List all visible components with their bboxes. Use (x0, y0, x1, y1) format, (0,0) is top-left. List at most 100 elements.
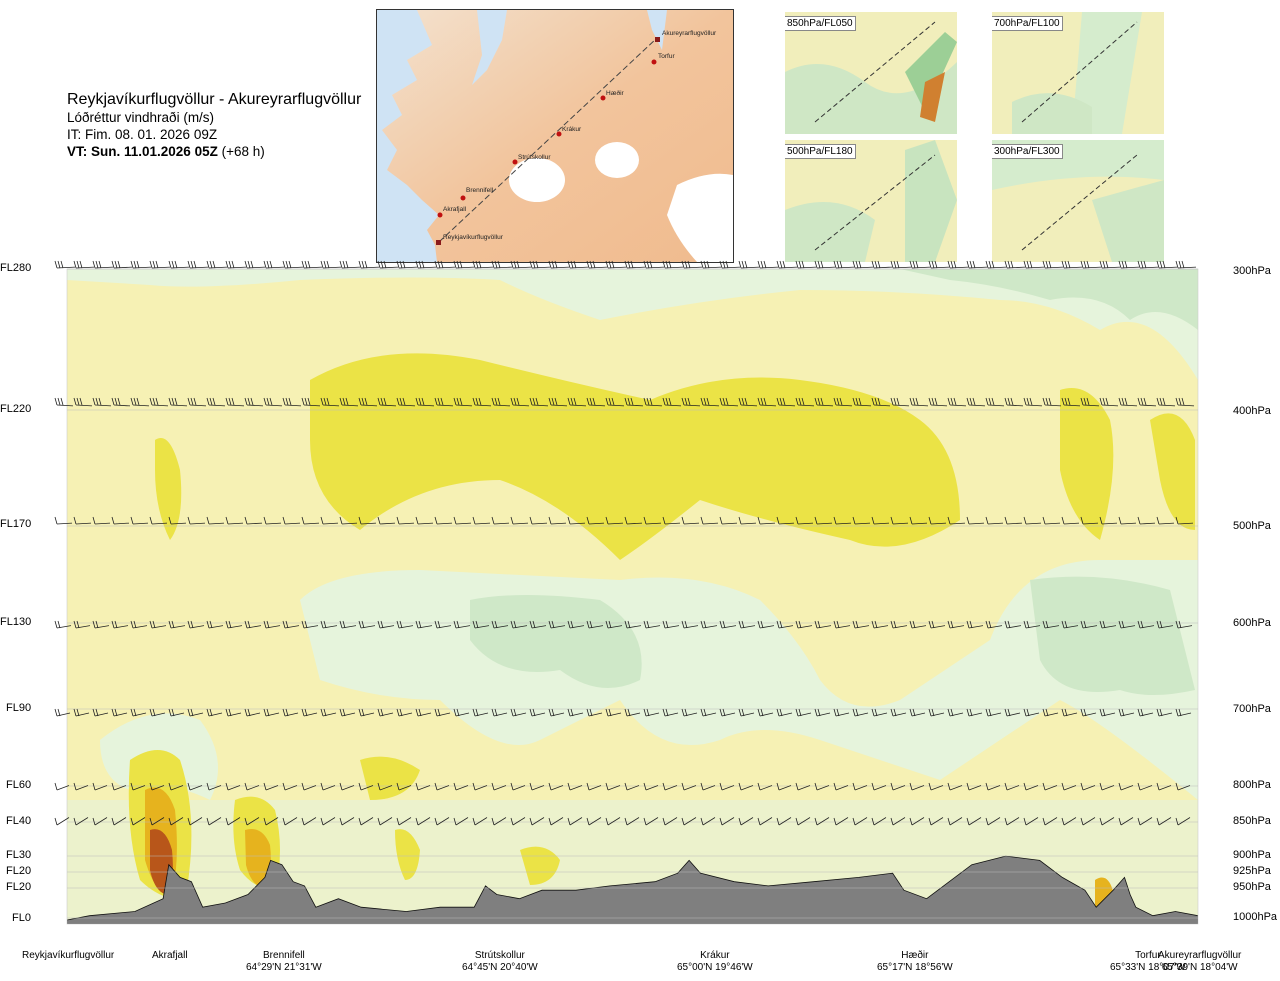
x-location-name: Reykjavíkurflugvöllur (22, 950, 115, 961)
mini-map-500: 500hPa/FL180 (785, 140, 957, 262)
wind-barb (92, 260, 114, 269)
wind-barb (491, 516, 510, 525)
wind-barb (890, 516, 909, 525)
hpa-label-950: 950hPa (1233, 881, 1271, 893)
wind-barb (757, 397, 777, 407)
wind-barb (1042, 397, 1062, 407)
wind-barb (1175, 397, 1195, 407)
wind-barb (776, 516, 795, 525)
wind-barb (73, 620, 91, 629)
wind-barb (757, 516, 776, 525)
wind-barb (206, 516, 225, 525)
x-location-akrafjall: Akrafjall (152, 950, 188, 962)
wind-barb (244, 817, 260, 826)
wind-barb (187, 817, 203, 826)
wind-barb (1156, 260, 1178, 269)
x-location-strutskollur: Strútskollur 64°45'N 20°40'W (462, 950, 538, 974)
wind-barb (890, 620, 908, 629)
wind-barb (491, 397, 511, 407)
wind-barb (1118, 817, 1134, 826)
mini-map-500-label: 500hPa/FL180 (785, 144, 856, 159)
wind-barb (529, 516, 548, 525)
wind-barb (871, 817, 887, 826)
wind-barb (1061, 620, 1079, 629)
wind-barb (1118, 260, 1140, 269)
map-label-akureyri: Akureyrarflugvöllur (662, 30, 717, 37)
wind-barb (54, 260, 76, 269)
wind-barb (339, 260, 361, 269)
wind-barb (339, 397, 359, 407)
wind-barb (339, 708, 356, 717)
hpa-label-1000: 1000hPa (1233, 911, 1278, 923)
wind-barb (719, 260, 741, 269)
wind-barb (947, 397, 967, 407)
hpa-label-500: 500hPa (1233, 520, 1271, 532)
wind-barb (282, 516, 301, 525)
wind-barb (149, 516, 168, 525)
wind-barb (1099, 817, 1115, 826)
wind-barb (263, 260, 285, 269)
sink-band-mid-inner-east (1030, 576, 1195, 695)
wind-barb (833, 620, 851, 629)
wind-barb (301, 708, 318, 717)
wind-barb (1023, 817, 1039, 826)
wind-barb (738, 620, 756, 629)
wind-barb (1156, 620, 1174, 629)
wind-barb (111, 708, 128, 717)
wind-barb (1080, 516, 1099, 525)
wind-barb (567, 708, 584, 717)
wind-barb (111, 260, 133, 269)
wind-barb (700, 516, 719, 525)
wind-barb (472, 620, 490, 629)
wind-barb (1156, 708, 1173, 717)
wind-barb (795, 260, 817, 269)
wind-barb (434, 397, 454, 407)
x-location-name: Akureyrarflugvöllur (1158, 950, 1242, 961)
wind-barb (130, 817, 146, 826)
hpa-label-700: 700hPa (1233, 703, 1271, 715)
wind-barb (1023, 782, 1039, 791)
wind-barb (111, 782, 127, 791)
wind-barb (301, 817, 317, 826)
wind-barb (985, 260, 1007, 269)
wind-barb (1061, 782, 1077, 791)
wind-barb (852, 817, 868, 826)
wind-barb (415, 397, 435, 407)
hpa-label-925: 925hPa (1233, 865, 1271, 877)
wind-barb (624, 260, 646, 269)
wind-barb (225, 620, 243, 629)
wind-barb (396, 397, 416, 407)
wind-barb (377, 782, 393, 791)
wind-barb (529, 817, 545, 826)
wind-barb (206, 817, 222, 826)
wind-barb (757, 782, 773, 791)
wind-barb (472, 782, 488, 791)
wind-barb (681, 782, 697, 791)
wind-barb (586, 620, 604, 629)
wind-barb (1080, 620, 1098, 629)
wind-barb (1004, 817, 1020, 826)
wind-barb (1042, 817, 1058, 826)
wind-barb (947, 782, 963, 791)
wind-barb (871, 260, 893, 269)
wind-barb (605, 817, 621, 826)
wind-barb (453, 708, 470, 717)
mini-map-850: 850hPa/FL050 (785, 12, 957, 134)
wind-barb (700, 397, 720, 407)
wind-barb (1137, 260, 1159, 269)
wind-barb (1042, 708, 1059, 717)
wind-barb (1118, 708, 1135, 717)
wind-barb (738, 260, 760, 269)
route-map-graphic: Akureyrarflugvöllur Torfur Hæðir Krákur … (377, 10, 733, 262)
wind-barb (1023, 260, 1045, 269)
x-location-coord: 65°33'N 18°07'W (1110, 962, 1186, 973)
x-location-coord: 65°17'N 18°56'W (877, 962, 953, 973)
wind-barb (73, 708, 90, 717)
fl-label-130: FL130 (0, 616, 40, 628)
wind-barb (320, 397, 340, 407)
wind-barb (434, 620, 452, 629)
x-location-coord: 65°00'N 19°46'W (677, 962, 753, 973)
x-location-coord: 65°39'N 18°04'W (1161, 962, 1238, 973)
wind-barb (1080, 782, 1096, 791)
wind-barb (149, 620, 167, 629)
